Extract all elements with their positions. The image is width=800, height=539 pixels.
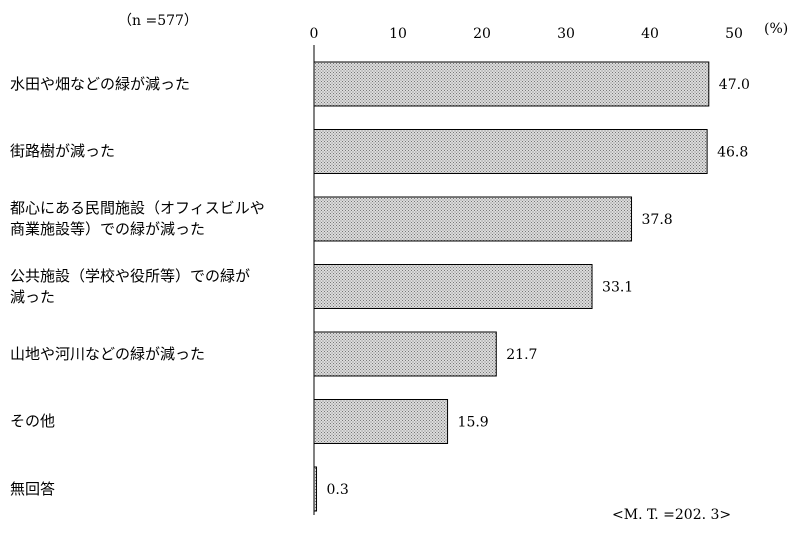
- category-label: 街路樹が減った: [10, 142, 116, 160]
- category-label: 水田や畑などの緑が減った: [10, 74, 191, 93]
- x-tick-label: 20: [473, 26, 491, 42]
- x-tick-label: 10: [389, 26, 407, 42]
- value-label: 33.1: [602, 280, 633, 296]
- x-tick-label: 0: [310, 26, 319, 42]
- x-tick-label: 40: [641, 26, 659, 42]
- sample-size-label: （n =577）: [118, 13, 198, 29]
- value-label: 47.0: [719, 77, 750, 93]
- value-label: 37.8: [642, 212, 673, 228]
- bar: [313, 61, 710, 107]
- value-label: 15.9: [458, 415, 489, 431]
- value-label: 0.3: [327, 482, 349, 498]
- category-label: 無回答: [10, 479, 56, 498]
- category-label: 都心にある民間施設（オフィスビルや 商業施設等）での緑が減った: [10, 199, 265, 238]
- category-label: その他: [10, 412, 56, 430]
- value-label: 46.8: [717, 145, 748, 161]
- unit-label: (%): [764, 21, 788, 37]
- x-tick-label: 30: [557, 26, 575, 42]
- bar: [313, 129, 708, 174]
- x-tick-label: 50: [725, 26, 743, 42]
- total-mentions-label: <M. T. =202. 3>: [612, 507, 732, 523]
- bar: [313, 264, 593, 309]
- category-label: 山地や河川などの緑が減った: [10, 344, 206, 363]
- value-label: 21.7: [506, 347, 537, 363]
- bar: [313, 331, 497, 377]
- category-label: 公共施設（学校や役所等）での緑が 減った: [10, 266, 251, 306]
- bar: [313, 466, 318, 512]
- bar: [313, 196, 633, 242]
- bar: [313, 399, 449, 444]
